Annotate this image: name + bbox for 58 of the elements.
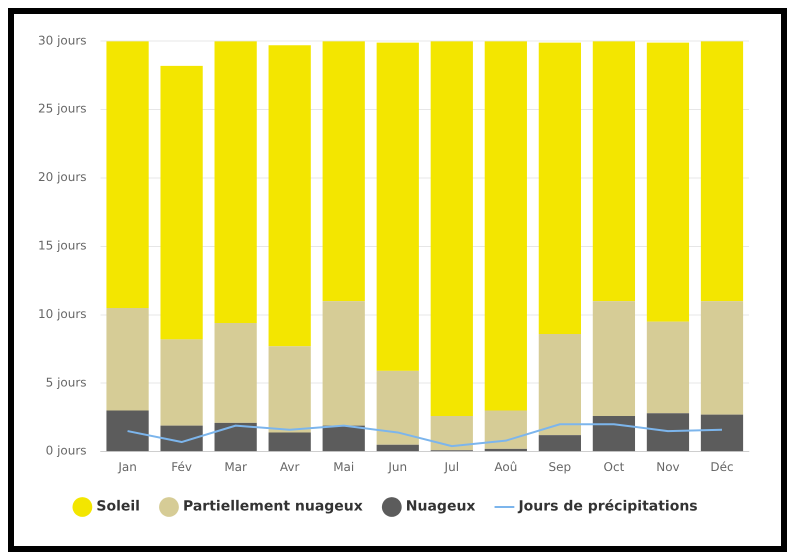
bar	[322, 426, 365, 452]
bar	[322, 41, 365, 302]
bar	[592, 416, 636, 452]
y-tick-label: 30 jours	[38, 33, 87, 48]
legend-label: Nuageux	[406, 498, 476, 515]
bar	[592, 41, 636, 302]
x-tick-label: Mar	[224, 460, 248, 474]
bar	[484, 41, 527, 411]
bar	[160, 426, 203, 452]
legend-label: Soleil	[96, 498, 140, 515]
bar	[268, 432, 311, 452]
bar	[700, 41, 744, 302]
legend-label: Partiellement nuageux	[182, 498, 363, 515]
x-tick-label: Sep	[548, 460, 572, 474]
y-tick-label: 25 jours	[38, 102, 87, 116]
x-tick-label: Avr	[280, 460, 300, 474]
bar	[214, 422, 257, 452]
x-tick-label: Jan	[117, 460, 137, 474]
x-tick-label: Oct	[604, 460, 625, 474]
bar	[268, 346, 311, 432]
bar	[214, 41, 257, 324]
bar	[430, 41, 473, 416]
bar	[592, 301, 636, 416]
bar	[430, 416, 473, 450]
bar	[268, 45, 311, 346]
bar	[376, 444, 419, 452]
x-tick-label: Jun	[387, 460, 408, 474]
y-tick-label: 5 jours	[46, 375, 87, 390]
bar	[646, 322, 690, 414]
x-tick-label: Déc	[710, 460, 734, 474]
bar	[160, 339, 203, 426]
bar	[160, 66, 203, 340]
x-tick-label: Aoû	[494, 460, 518, 474]
bar	[538, 334, 581, 436]
bar	[484, 410, 527, 449]
bar	[322, 301, 365, 426]
y-tick-label: 15 jours	[38, 238, 87, 253]
bar	[106, 41, 149, 308]
bar	[484, 448, 527, 452]
bar	[376, 42, 419, 371]
bar	[106, 308, 149, 411]
x-tick-label: Jul	[444, 460, 460, 474]
bar	[700, 301, 744, 415]
y-tick-label: 20 jours	[38, 170, 87, 184]
y-tick-label: 0 jours	[46, 444, 87, 458]
y-tick-label: 10 jours	[38, 306, 87, 321]
bar	[538, 42, 581, 334]
bar	[646, 413, 690, 452]
bar	[376, 370, 419, 445]
x-tick-label: Mai	[333, 460, 354, 474]
bar	[106, 410, 149, 452]
bar	[214, 323, 257, 423]
x-tick-label: Nov	[656, 460, 680, 474]
x-tick-label: Fév	[171, 460, 192, 474]
bar	[646, 42, 690, 322]
legend-label: Jours de précipitations	[517, 498, 698, 515]
bar	[700, 414, 744, 452]
bar	[538, 435, 581, 452]
